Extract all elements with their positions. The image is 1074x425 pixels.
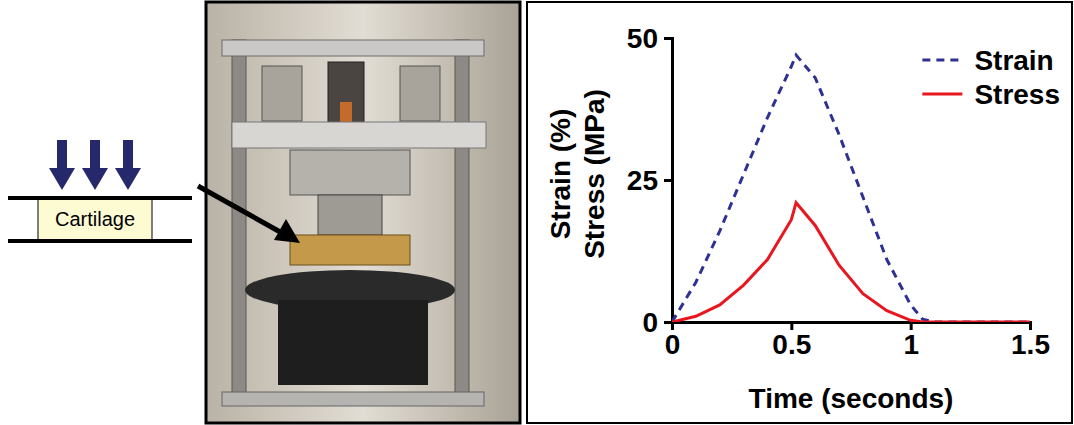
top-plate xyxy=(222,40,484,56)
y-axis-line xyxy=(664,39,673,323)
photo-border xyxy=(206,2,520,423)
sample-stage xyxy=(290,235,410,265)
load-arrow-head xyxy=(49,168,75,190)
x-axis: 0 0.5 1 1.5 xyxy=(665,322,1050,360)
tick: 25 xyxy=(627,165,672,196)
x-axis-line xyxy=(673,323,1031,331)
tick-mark xyxy=(664,321,672,324)
apparatus-photo xyxy=(206,2,520,423)
bottom-platen xyxy=(8,239,192,243)
legend-swatch xyxy=(922,93,962,96)
tick: 50 xyxy=(627,23,672,54)
y-axis-title: Strain (%) xyxy=(545,109,576,240)
bracket-left xyxy=(262,66,302,121)
schematic: Cartilage xyxy=(8,140,192,241)
base-plate xyxy=(222,392,484,406)
tick: 1.5 xyxy=(1011,322,1050,360)
legend-swatch xyxy=(922,59,962,62)
tick-mark xyxy=(664,37,672,40)
frame-pillar xyxy=(455,40,469,400)
tick: 0 xyxy=(665,322,681,360)
figure: Cartilage 0 0.5 1 1.5 0 25 50 Time (seconds) Stra… xyxy=(0,0,1074,425)
load-arrow-head xyxy=(82,168,108,190)
tick-label: 50 xyxy=(627,23,658,54)
photo-background xyxy=(206,2,520,423)
pointer-arrow-head xyxy=(274,219,300,243)
load-arrow-shaft xyxy=(90,140,100,170)
top-platen xyxy=(8,196,192,200)
tick: 0 xyxy=(642,307,672,338)
tick-label: 1 xyxy=(903,329,919,360)
sample-label: Cartilage xyxy=(55,208,135,230)
tick-label: 0.5 xyxy=(772,329,811,360)
legend-label: Stress xyxy=(974,79,1060,110)
tick: 0.5 xyxy=(772,322,811,360)
y-axis-title: Stress (MPa) xyxy=(579,89,610,259)
tick-label: 0 xyxy=(642,307,658,338)
fixture xyxy=(290,150,410,195)
chart-border xyxy=(527,2,1072,423)
bracket-right xyxy=(400,66,440,121)
cartilage-sample xyxy=(38,198,152,241)
x-axis-title: Time (seconds) xyxy=(749,383,954,414)
crosshead xyxy=(232,122,486,148)
tick-label: 25 xyxy=(627,165,658,196)
legend-label: Strain xyxy=(974,45,1053,76)
tick-label: 1.5 xyxy=(1011,329,1050,360)
series-line xyxy=(672,203,1030,322)
indenter xyxy=(318,195,382,235)
base-block xyxy=(278,300,428,385)
load-arrow-shaft xyxy=(57,140,67,170)
pointer-arrow-shaft xyxy=(198,186,282,233)
y-axis: 0 25 50 xyxy=(627,23,673,338)
load-arrow-shaft xyxy=(123,140,133,170)
tick-label: 0 xyxy=(665,329,681,360)
load-arrow-head xyxy=(115,168,141,190)
legend: StrainStress xyxy=(922,45,1060,110)
tick: 1 xyxy=(903,322,919,360)
frame-pillar xyxy=(232,40,246,400)
tick-mark xyxy=(664,179,672,182)
